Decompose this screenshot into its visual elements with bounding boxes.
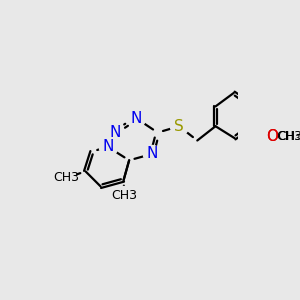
- Text: N: N: [146, 146, 158, 161]
- Text: S: S: [174, 119, 184, 134]
- Text: O: O: [266, 129, 278, 144]
- Text: CH3: CH3: [276, 130, 300, 143]
- Text: CH3: CH3: [54, 171, 80, 184]
- Text: CH₃: CH₃: [278, 130, 300, 143]
- Text: N: N: [102, 139, 113, 154]
- Text: N: N: [109, 125, 121, 140]
- Text: O: O: [266, 129, 278, 144]
- Text: N: N: [130, 111, 142, 126]
- Text: CH3: CH3: [111, 189, 137, 202]
